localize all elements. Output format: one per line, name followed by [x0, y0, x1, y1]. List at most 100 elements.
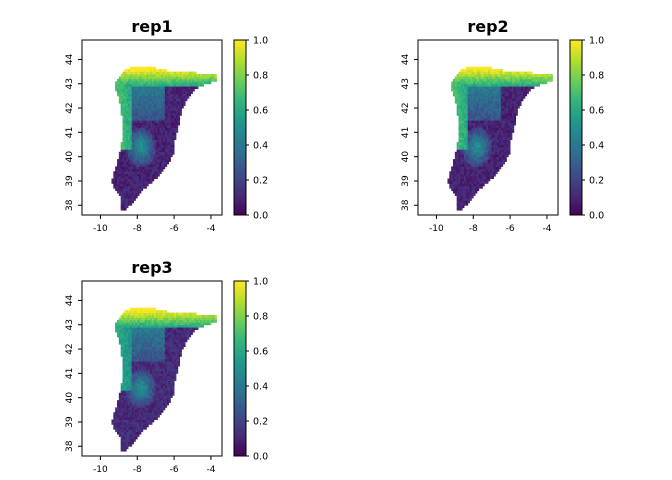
raster-cell	[159, 392, 162, 396]
raster-cell	[115, 419, 118, 423]
raster-cell	[150, 146, 153, 150]
raster-cell	[129, 315, 133, 318]
raster-cell	[140, 137, 144, 141]
raster-cell	[148, 81, 151, 85]
raster-cell	[545, 76, 548, 80]
raster-cell	[489, 88, 493, 92]
raster-cell	[146, 105, 149, 109]
raster-cell	[142, 127, 146, 131]
raster-cell	[519, 78, 522, 82]
raster-cell	[142, 407, 146, 411]
raster-cell	[113, 183, 116, 187]
colorbar-segment	[234, 124, 246, 128]
raster-cell	[133, 183, 136, 187]
raster-cell	[159, 378, 162, 382]
colorbar-segment	[570, 212, 582, 216]
raster-cell	[456, 185, 459, 189]
raster-cell	[157, 390, 160, 394]
raster-cell	[122, 315, 125, 318]
raster-cell	[148, 103, 151, 107]
raster-cell	[502, 142, 505, 145]
raster-cell	[469, 112, 472, 116]
raster-cell	[128, 98, 131, 102]
raster-cell	[146, 127, 149, 131]
raster-cell	[524, 71, 528, 75]
raster-cell	[142, 137, 146, 141]
raster-cell	[500, 78, 504, 82]
raster-cell	[499, 139, 502, 143]
raster-cell	[122, 120, 125, 124]
raster-cell	[467, 137, 470, 141]
raster-cell	[168, 122, 171, 126]
raster-cell	[124, 438, 127, 442]
raster-cell	[464, 144, 467, 148]
raster-cell	[142, 125, 146, 128]
raster-cell	[137, 409, 140, 413]
raster-cell	[133, 336, 136, 340]
raster-cell	[163, 312, 166, 316]
raster-cell	[144, 315, 147, 318]
raster-cell	[194, 76, 197, 80]
raster-cell	[465, 132, 469, 136]
raster-cell	[179, 98, 182, 102]
raster-cell	[126, 417, 129, 420]
raster-cell	[460, 69, 463, 72]
raster-cell	[476, 173, 480, 177]
raster-cell	[139, 66, 142, 70]
raster-cell	[460, 81, 463, 85]
raster-cell	[521, 95, 524, 99]
raster-cell	[122, 171, 125, 175]
raster-cell	[152, 122, 155, 126]
raster-cell	[508, 100, 511, 104]
raster-cell	[144, 173, 147, 177]
raster-cell	[175, 71, 179, 75]
raster-cell	[456, 183, 459, 187]
raster-cell	[133, 151, 136, 155]
raster-cell	[153, 154, 157, 158]
raster-cell	[117, 180, 120, 184]
raster-cell	[129, 86, 133, 90]
raster-cell	[124, 387, 127, 391]
raster-cell	[153, 144, 157, 148]
raster-cell	[462, 137, 465, 141]
raster-cell	[140, 69, 144, 72]
raster-cell	[161, 76, 164, 80]
raster-cell	[152, 98, 155, 102]
raster-cell	[500, 151, 504, 155]
raster-cell	[135, 71, 138, 75]
raster-cell	[511, 103, 515, 107]
raster-cell	[175, 129, 179, 133]
raster-cell	[504, 151, 507, 155]
raster-cell	[473, 120, 476, 124]
raster-cell	[172, 134, 175, 138]
raster-cell	[126, 122, 129, 126]
raster-cell	[148, 419, 151, 423]
raster-cell	[464, 156, 467, 160]
raster-cell	[129, 83, 133, 87]
raster-cell	[464, 161, 467, 165]
raster-cell	[126, 421, 129, 425]
raster-cell	[144, 351, 147, 355]
raster-cell	[471, 195, 474, 199]
raster-cell	[128, 108, 131, 111]
raster-cell	[120, 195, 123, 199]
raster-cell	[467, 71, 470, 75]
raster-cell	[146, 112, 149, 116]
raster-cell	[164, 312, 168, 316]
raster-cell	[464, 142, 467, 145]
raster-cell	[179, 103, 182, 107]
raster-cell	[126, 387, 129, 391]
raster-cell	[471, 88, 474, 92]
raster-cell	[467, 159, 470, 162]
raster-cell	[465, 134, 469, 138]
raster-cell	[124, 154, 127, 158]
raster-cell	[150, 339, 153, 343]
raster-cell	[133, 400, 136, 403]
raster-cell	[164, 366, 168, 369]
raster-cell	[473, 137, 476, 141]
raster-cell	[161, 83, 164, 87]
raster-cell	[475, 190, 478, 194]
raster-cell	[175, 115, 179, 119]
raster-cell	[148, 341, 151, 345]
raster-cell	[164, 375, 168, 379]
